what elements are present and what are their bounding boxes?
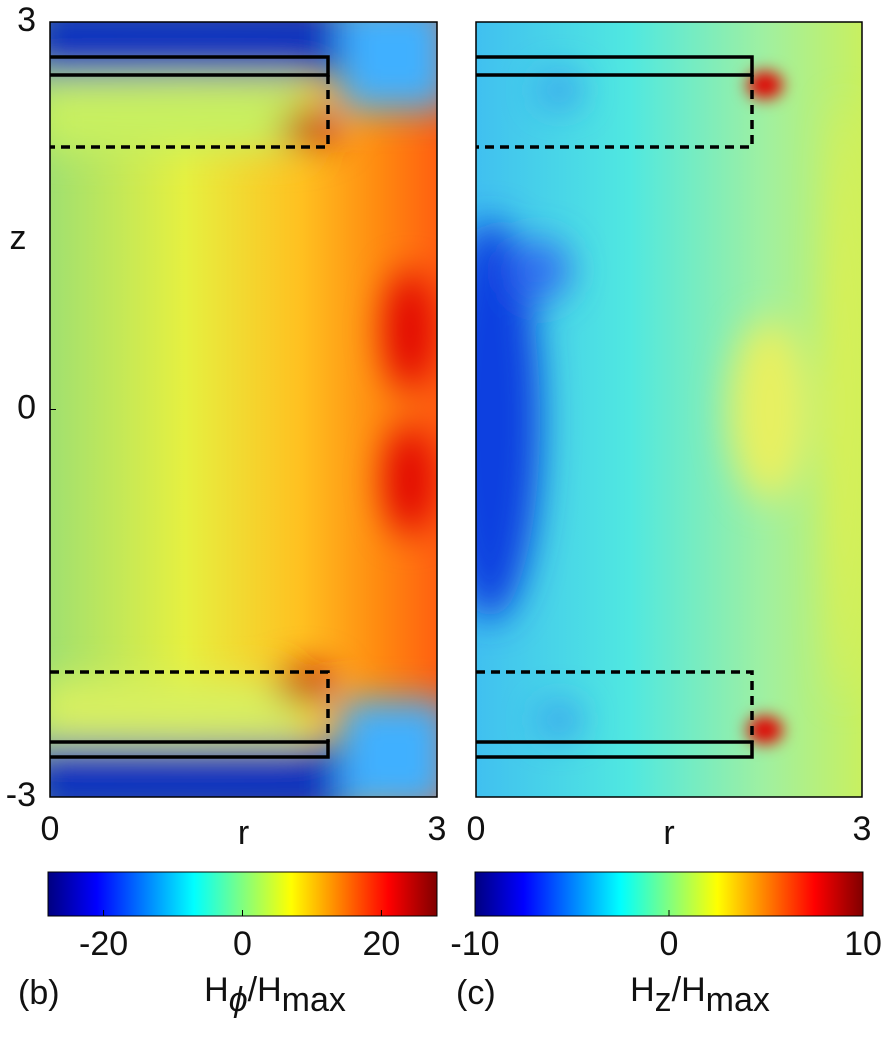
structure-outline [50,55,754,759]
y-tick-label: -3 [6,776,36,814]
colorbar-label: Hz/Hmax [630,971,770,1019]
colorbar-tick-label: -20 [79,925,128,963]
x-axis-label: r [238,814,249,852]
field-right [476,22,862,797]
colorbar-label-part: /H [248,971,282,1009]
y-axis-label: z [10,219,27,257]
colorbar-label-part: max [706,981,770,1019]
colorbar-tick-label: 0 [233,925,252,963]
colorbar-label-part: H [630,971,655,1009]
y-tick-label: 3 [17,1,36,39]
field-left [50,22,437,797]
colorbar-label: Hϕ/Hmax [204,971,346,1019]
colorbar-tick-label: 0 [660,925,679,963]
colorbar-label-part: /H [672,971,706,1009]
plot-frame [475,21,863,798]
colorbar-label-part: z [655,981,672,1019]
panel-label: (c) [456,974,496,1012]
panel-label: (b) [18,974,60,1012]
colorbar-label-part: H [204,971,229,1009]
x-tick-label: 0 [467,810,486,848]
x-tick-label: 3 [853,810,872,848]
y-tick-label: 0 [17,388,36,426]
x-tick-label: 3 [428,810,447,848]
colorbar-tick-label: 20 [363,925,401,963]
x-axis-label: r [663,814,674,852]
colorbar-label-part: ϕ [229,981,248,1019]
colorbar-tick-label: -10 [450,925,499,963]
x-tick-label: 0 [41,810,60,848]
colorbar-tick-label: 10 [844,925,882,963]
colorbar-label-part: max [282,981,346,1019]
colorbar [47,871,438,917]
colorbar [474,871,864,917]
